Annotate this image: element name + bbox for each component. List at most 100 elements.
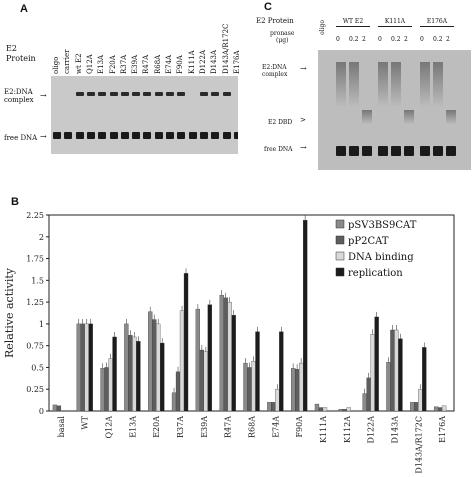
- legend-swatch: [335, 235, 345, 245]
- bar-psv3bs9cat: [386, 362, 391, 412]
- c-lane-smear: [404, 110, 414, 124]
- protein-label-line1: E2: [6, 44, 17, 53]
- c-lane-smear: [349, 62, 359, 106]
- free-dna-band: [109, 132, 118, 139]
- bar-pp2cat: [80, 323, 85, 412]
- protein-label-line2: Protein: [6, 54, 36, 63]
- dbd-arrow-icon: >: [300, 116, 306, 124]
- c-dose-label: 0.2: [433, 36, 443, 43]
- c-dose-label: 2: [362, 36, 366, 43]
- x-tick-label: D143A: [390, 416, 399, 444]
- bar-pp2cat: [152, 319, 157, 412]
- bar-pp2cat: [271, 402, 276, 412]
- lane-label-a: D143A: [210, 49, 219, 74]
- bar-replication: [231, 315, 236, 412]
- bar-psv3bs9cat: [195, 308, 201, 412]
- bar-replication: [183, 273, 189, 412]
- pronase-line1: pronase: [270, 30, 295, 37]
- bar-dna-binding: [203, 351, 209, 412]
- panel-c-oligo-label: oligo: [319, 20, 326, 35]
- bar-pp2cat: [318, 407, 324, 412]
- complex-arrow-icon: →: [40, 91, 47, 100]
- c-dose-label: 2: [404, 36, 408, 43]
- bar-pp2cat: [294, 369, 300, 412]
- bar-replication: [207, 304, 213, 412]
- bar-psv3bs9cat: [76, 323, 81, 412]
- bar-replication: [160, 342, 165, 412]
- lane-label-a: oligo: [52, 56, 60, 74]
- bar-replication: [422, 347, 427, 412]
- free-dna-band: [75, 132, 84, 139]
- complex-band: [199, 92, 208, 96]
- c-lane-smear: [420, 62, 430, 106]
- panel-a-letter: A: [20, 3, 28, 15]
- bar-replication: [279, 331, 284, 412]
- relative-activity-chart: 0 0.25 0.5 0.75 1 1.25 1.5 1.75 2 2.25 Relative ac…: [3, 211, 455, 474]
- c-free-band: [336, 146, 346, 156]
- bar-replication: [302, 220, 308, 412]
- bar-dna-binding: [84, 323, 89, 412]
- free-dna-band: [86, 132, 95, 139]
- legend-label: pSV3BS9CAT: [348, 220, 417, 231]
- c-free-band: [362, 146, 372, 156]
- free-dna-band: [132, 132, 141, 139]
- y-tick-label: 0.5: [31, 363, 44, 372]
- x-tick-label: K111A: [319, 416, 328, 443]
- y-tick-label: 1.5: [31, 276, 44, 285]
- panel-c-dbd-label: E2 DBD: [268, 119, 293, 126]
- c-lane-smear: [336, 62, 346, 106]
- c-free-band: [420, 146, 430, 156]
- panel-c-protein-label: E2 Protein: [256, 17, 294, 25]
- bar-psv3bs9cat: [410, 402, 415, 412]
- bar-psv3bs9cat: [433, 406, 439, 412]
- x-tick-label: basal: [57, 416, 66, 438]
- c-free-band: [378, 146, 388, 156]
- complex-band: [154, 92, 163, 96]
- bar-psv3bs9cat: [148, 311, 153, 412]
- bar-replication: [136, 341, 141, 412]
- x-tick-label: F90A: [295, 416, 304, 438]
- bar-pp2cat: [342, 409, 347, 412]
- lane-label-a: E176A: [232, 50, 241, 74]
- complex-label-line1: E2:DNA: [4, 88, 33, 96]
- legend-swatch: [335, 219, 345, 229]
- lane-label-a: K111A: [187, 50, 196, 74]
- c-dose-label: 0: [378, 36, 382, 43]
- free-dna-band: [222, 132, 231, 139]
- complex-band: [86, 92, 95, 96]
- bar-dna-binding: [251, 361, 256, 412]
- c-free-band: [391, 146, 401, 156]
- bar-pp2cat: [247, 367, 252, 412]
- c-free-band: [446, 146, 456, 156]
- c-dose-label: 0: [420, 36, 424, 43]
- x-tick-label: R37A: [176, 416, 185, 438]
- c-free-band: [349, 146, 359, 156]
- bar-replication: [88, 323, 93, 412]
- c-complex-arrow-icon: →: [300, 64, 307, 73]
- x-tick-label: WT: [81, 415, 90, 429]
- complex-band: [177, 92, 186, 96]
- free-dna-band: [188, 132, 197, 139]
- free-dna-band: [199, 132, 208, 139]
- c-free-band: [404, 146, 414, 156]
- x-tick-label: E39A: [200, 416, 209, 438]
- c-free-arrow-icon: →: [300, 143, 307, 152]
- lane-label-a: D122A: [198, 49, 207, 74]
- c-group-name: WT E2: [336, 18, 370, 27]
- complex-band: [222, 92, 231, 96]
- bar-pp2cat: [56, 405, 62, 412]
- x-tick-label: E74A: [271, 416, 280, 438]
- bar-psv3bs9cat: [52, 404, 58, 412]
- c-group-name: E176A: [420, 18, 454, 27]
- lane-label-a: R68A: [153, 54, 162, 74]
- complex-band: [143, 92, 152, 96]
- bar-pp2cat: [390, 329, 395, 412]
- bar-psv3bs9cat: [314, 403, 320, 412]
- bar-psv3bs9cat: [124, 323, 129, 412]
- complex-label-line2: complex: [4, 96, 34, 104]
- c-lane-smear: [391, 62, 401, 106]
- panel-c-letter: C: [264, 1, 272, 13]
- bar-replication: [398, 338, 403, 412]
- c-lane-smear: [378, 62, 388, 106]
- lane-label-a: R47A: [142, 54, 151, 74]
